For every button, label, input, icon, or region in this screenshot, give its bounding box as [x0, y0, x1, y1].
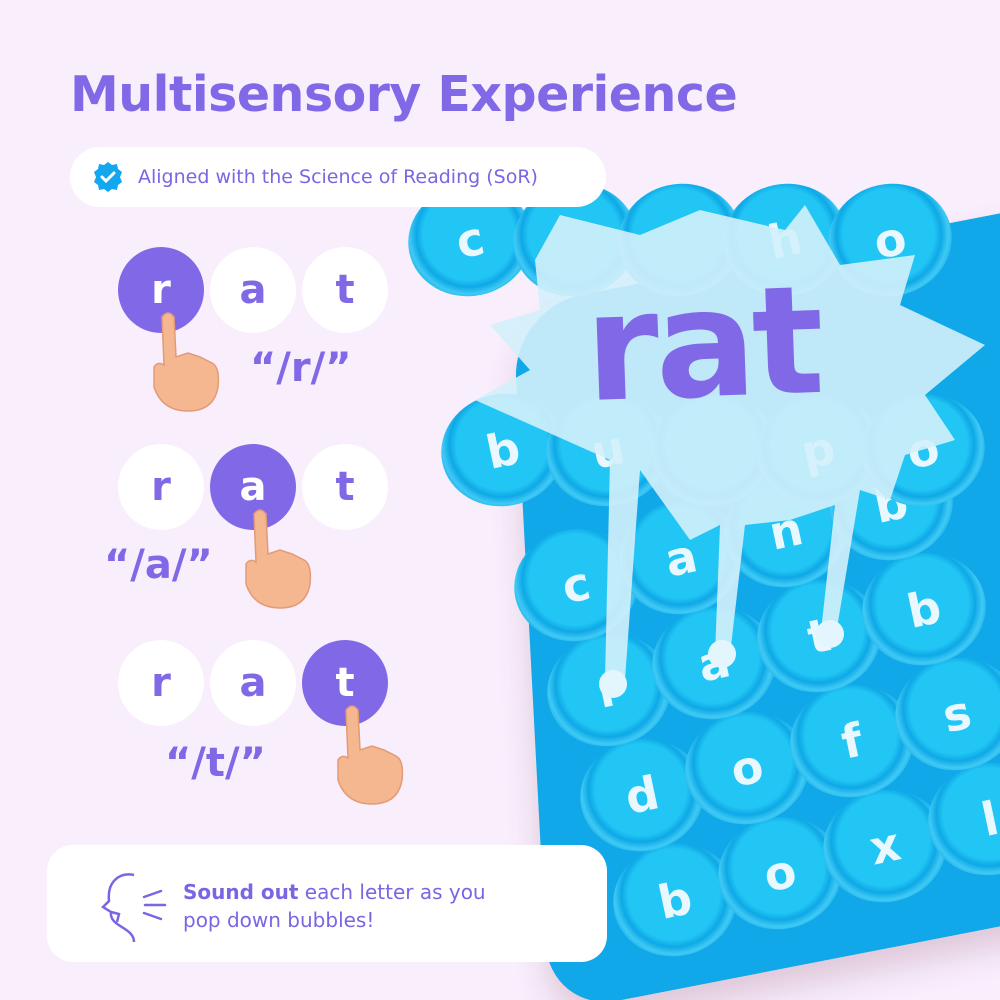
letter-bubble[interactable]: t: [302, 444, 388, 530]
pointing-hand-icon: [337, 705, 404, 805]
instruction-line2: pop down bubbles!: [183, 908, 375, 932]
instruction-rest: each letter as you: [298, 880, 486, 904]
letter-bubble[interactable]: r: [118, 247, 204, 333]
page-title: Multisensory Experience: [70, 66, 738, 123]
letter-bubble[interactable]: a: [210, 640, 296, 726]
letter-bubble[interactable]: t: [302, 247, 388, 333]
letter-bubble[interactable]: r: [118, 444, 204, 530]
letter-bubble[interactable]: t: [302, 640, 388, 726]
sor-badge: Aligned with the Science of Reading (SoR…: [70, 147, 606, 207]
letter-bubble[interactable]: a: [210, 247, 296, 333]
pointing-hand-icon: [153, 312, 220, 412]
badge-text: Aligned with the Science of Reading (SoR…: [138, 166, 538, 188]
phoneme-label: “/t/”: [165, 740, 266, 786]
instruction-bold: Sound out: [183, 880, 299, 904]
speaking-head-icon: [101, 873, 167, 943]
letter-bubble[interactable]: a: [210, 444, 296, 530]
instruction-card: Sound out each letter as you pop down bub…: [47, 845, 607, 962]
phoneme-label: “/r/”: [250, 345, 352, 391]
instruction-text: Sound out each letter as you pop down bub…: [183, 878, 486, 934]
pointing-hand-icon: [245, 509, 312, 609]
popit-word: rat: [582, 253, 823, 437]
phoneme-label: “/a/”: [104, 542, 213, 588]
verified-check-badge-icon: [94, 162, 122, 192]
letter-bubble[interactable]: r: [118, 640, 204, 726]
